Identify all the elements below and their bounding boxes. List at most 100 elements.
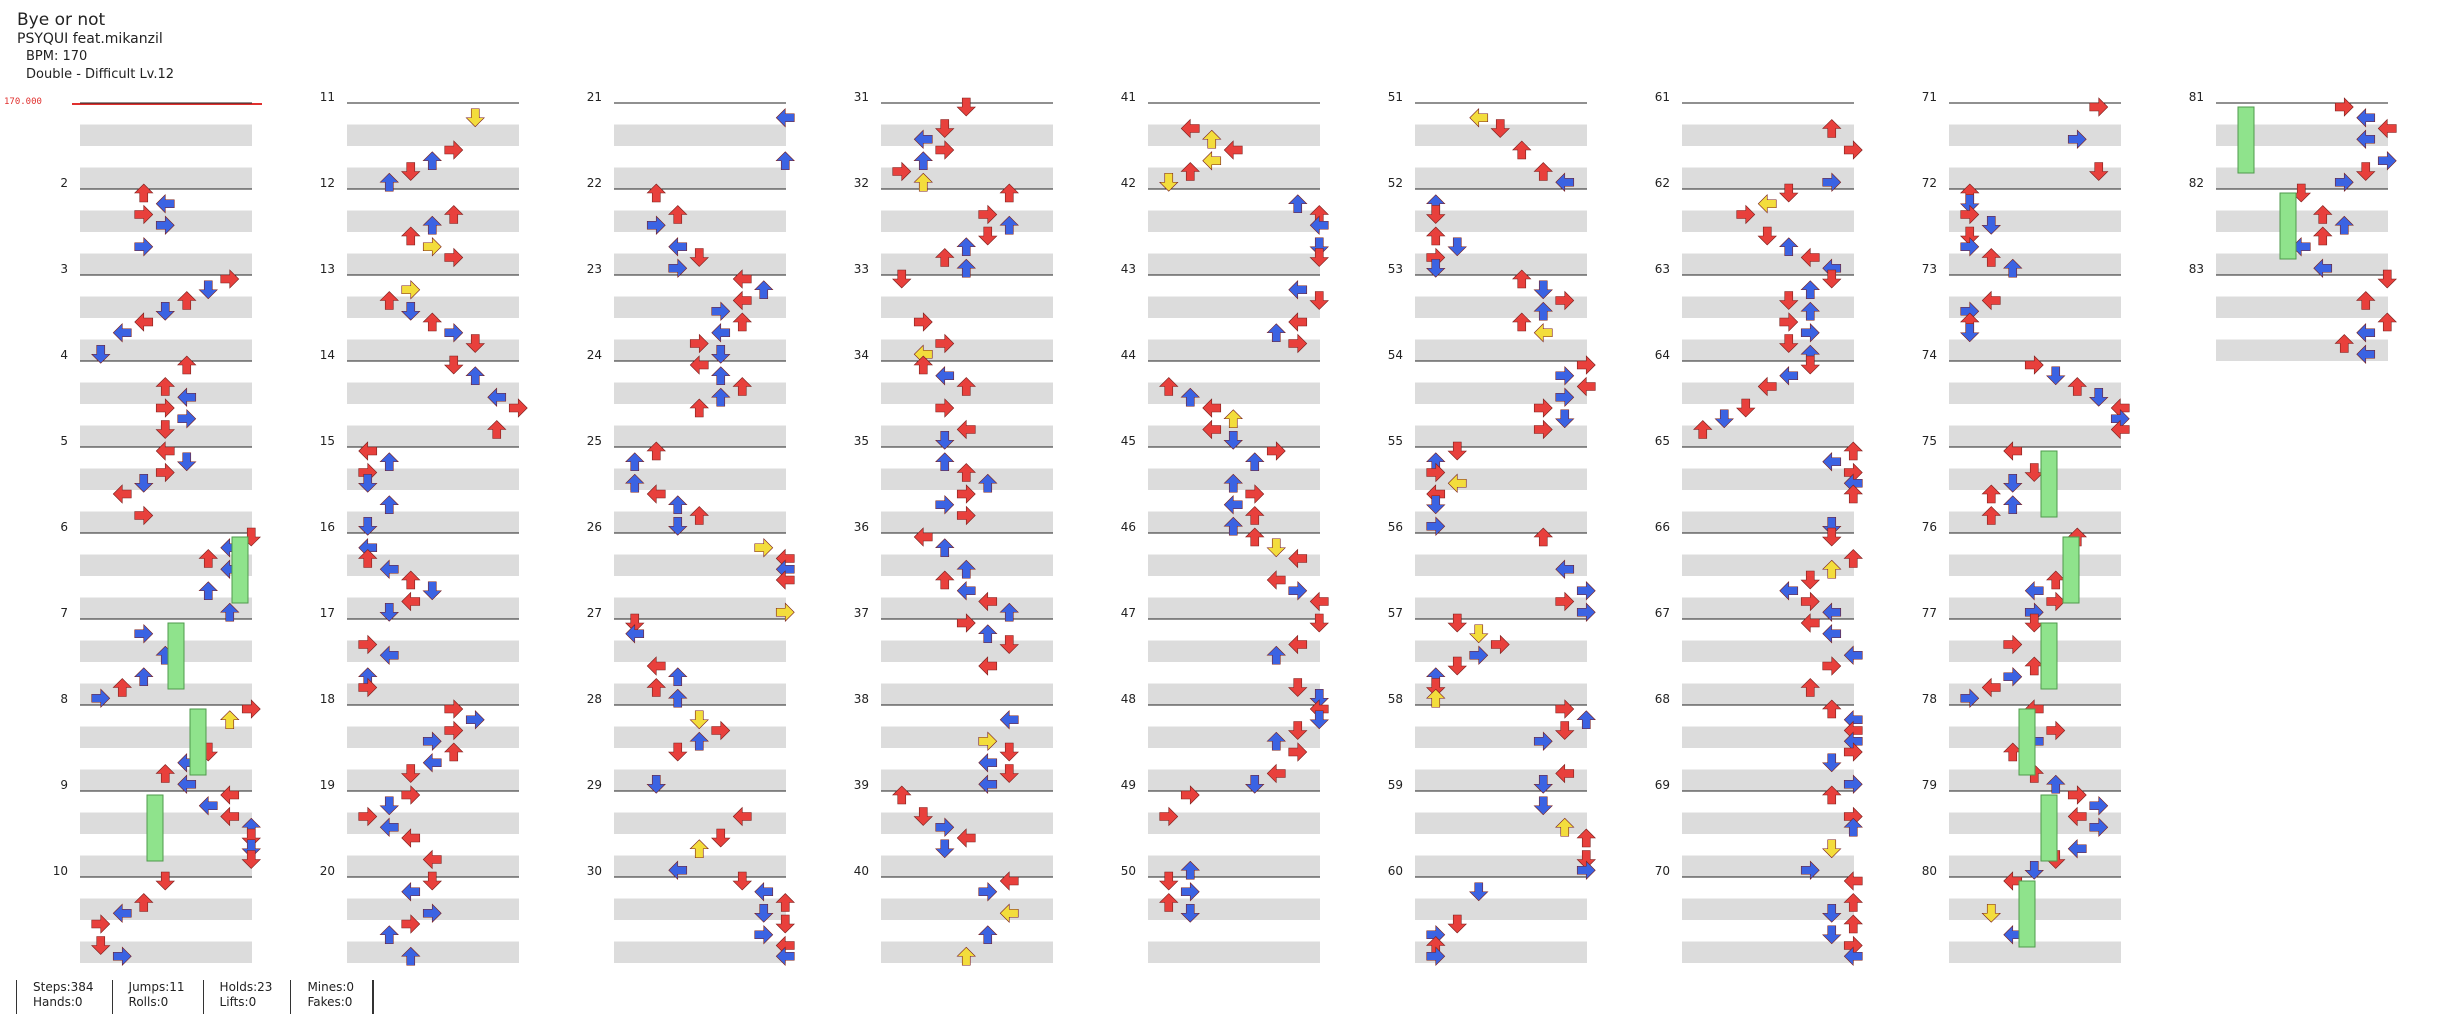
step-arrow-icon bbox=[2089, 387, 2109, 407]
step-arrow-icon bbox=[1180, 903, 1200, 923]
step-arrow-icon bbox=[732, 377, 752, 396]
beat-band bbox=[1148, 683, 1320, 705]
step-arrow-icon bbox=[1843, 484, 1863, 504]
stat-steps: Steps:384 bbox=[33, 980, 94, 994]
beat-band bbox=[881, 812, 1053, 834]
step-arrow-icon bbox=[999, 903, 1019, 923]
step-arrow-icon bbox=[1843, 645, 1863, 665]
step-arrow-icon bbox=[935, 119, 955, 138]
step-arrow-icon bbox=[999, 215, 1019, 235]
step-arrow-icon bbox=[1266, 441, 1286, 461]
measure-number: 48 bbox=[1121, 692, 1136, 706]
step-arrow-icon bbox=[2067, 806, 2087, 827]
step-arrow-icon bbox=[2046, 366, 2066, 386]
step-arrow-icon bbox=[732, 806, 752, 827]
step-arrow-icon bbox=[668, 495, 688, 515]
step-arrow-icon bbox=[956, 97, 976, 117]
step-arrow-icon bbox=[1843, 893, 1863, 912]
step-arrow-icon bbox=[2356, 162, 2376, 181]
step-arrow-icon bbox=[1981, 903, 2001, 923]
step-arrow-icon bbox=[1180, 882, 1200, 902]
step-arrow-icon bbox=[2003, 495, 2023, 515]
beat-band bbox=[1682, 296, 1854, 318]
step-arrow-icon bbox=[177, 774, 197, 794]
beat-band bbox=[2216, 124, 2388, 146]
measure-number: 39 bbox=[854, 778, 869, 792]
measure-number: 19 bbox=[320, 778, 335, 792]
step-arrow-icon bbox=[2067, 129, 2087, 149]
measure-number: 69 bbox=[1655, 778, 1670, 792]
step-arrow-icon bbox=[732, 312, 752, 332]
step-arrow-icon bbox=[668, 742, 688, 762]
step-arrow-icon bbox=[1309, 248, 1329, 267]
step-arrow-icon bbox=[2089, 796, 2109, 816]
step-arrow-icon bbox=[1159, 172, 1179, 192]
step-arrow-icon bbox=[2067, 839, 2087, 859]
beat-band bbox=[1148, 597, 1320, 619]
measure-number: 78 bbox=[1922, 692, 1937, 706]
step-arrow-icon bbox=[1288, 742, 1308, 762]
step-arrow-icon bbox=[1981, 506, 2001, 525]
step-arrow-icon bbox=[2356, 129, 2376, 149]
step-arrow-icon bbox=[1223, 430, 1243, 450]
step-arrow-icon bbox=[1800, 678, 1820, 697]
beat-band bbox=[1682, 941, 1854, 963]
step-arrow-icon bbox=[775, 893, 795, 912]
step-arrow-icon bbox=[422, 849, 442, 870]
step-arrow-icon bbox=[2003, 258, 2023, 278]
step-arrow-icon bbox=[754, 280, 774, 300]
step-arrow-icon bbox=[1843, 817, 1863, 837]
step-arrow-icon bbox=[1288, 194, 1308, 214]
step-arrow-icon bbox=[646, 774, 666, 794]
stat-rolls: Rolls:0 bbox=[128, 995, 169, 1009]
beat-band bbox=[347, 468, 519, 490]
measure-number: 58 bbox=[1388, 692, 1403, 706]
step-arrow-icon bbox=[775, 914, 795, 934]
step-arrow-icon bbox=[978, 882, 998, 902]
step-arrow-icon bbox=[134, 624, 154, 644]
step-arrow-icon bbox=[646, 441, 666, 461]
step-arrow-icon bbox=[2067, 785, 2087, 805]
step-arrow-icon bbox=[956, 946, 976, 966]
step-arrow-icon bbox=[134, 183, 154, 203]
measure-number: 31 bbox=[854, 90, 869, 104]
step-arrow-icon bbox=[1779, 183, 1799, 203]
beat-band bbox=[347, 855, 519, 877]
step-arrow-icon bbox=[2356, 323, 2376, 343]
measure-number: 60 bbox=[1388, 864, 1403, 878]
step-arrow-icon bbox=[668, 667, 688, 687]
step-arrow-icon bbox=[956, 559, 976, 579]
step-arrow-icon bbox=[689, 398, 709, 418]
beat-band bbox=[80, 124, 252, 146]
step-arrow-icon bbox=[1576, 828, 1596, 848]
step-arrow-icon bbox=[2089, 817, 2109, 837]
step-arrow-icon bbox=[422, 215, 442, 235]
step-arrow-icon bbox=[1736, 398, 1756, 418]
hold-bar bbox=[2062, 536, 2080, 604]
beat-band bbox=[80, 511, 252, 533]
step-arrow-icon bbox=[1555, 290, 1575, 311]
step-arrow-icon bbox=[935, 333, 955, 354]
step-arrow-icon bbox=[956, 581, 976, 601]
measure-number: 49 bbox=[1121, 778, 1136, 792]
step-arrow-icon bbox=[177, 355, 197, 375]
step-arrow-icon bbox=[625, 613, 645, 633]
beat-band bbox=[881, 210, 1053, 232]
step-arrow-icon bbox=[1555, 366, 1575, 386]
step-arrow-icon bbox=[1447, 237, 1467, 257]
step-arrow-icon bbox=[1426, 688, 1446, 708]
measure-number: 6 bbox=[60, 520, 68, 534]
step-arrow-icon bbox=[91, 344, 111, 364]
step-arrow-icon bbox=[978, 731, 998, 751]
step-arrow-icon bbox=[775, 108, 795, 128]
step-arrow-icon bbox=[422, 731, 442, 751]
step-arrow-icon bbox=[1202, 419, 1222, 440]
measure-number: 30 bbox=[587, 864, 602, 878]
song-artist: PSYQUI feat.mikanzil bbox=[17, 31, 163, 47]
step-arrow-icon bbox=[1960, 688, 1980, 708]
step-arrow-icon bbox=[2089, 162, 2109, 181]
beat-band bbox=[1148, 769, 1320, 791]
step-chart: 2345678910111213141516171819202122232425… bbox=[53, 90, 2397, 966]
measure-number: 23 bbox=[587, 262, 602, 276]
measure-number: 59 bbox=[1388, 778, 1403, 792]
